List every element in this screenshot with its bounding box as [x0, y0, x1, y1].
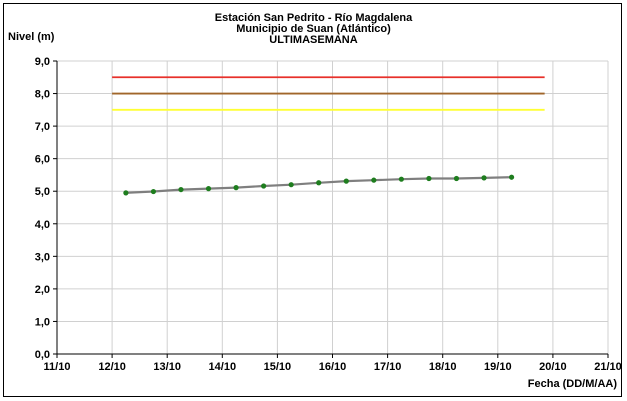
- data-point: [371, 177, 377, 183]
- y-tick-label: 4,0: [35, 219, 50, 231]
- data-point: [233, 185, 239, 191]
- y-tick-label: 1,0: [35, 316, 50, 328]
- chart-title: Estación San Pedrito - Río Magdalena: [214, 12, 413, 24]
- data-point: [453, 175, 460, 182]
- x-tick-label: 16/10: [319, 361, 347, 373]
- x-axis-label: Fecha (DD/M/AA): [527, 378, 617, 390]
- y-tick-label: 2,0: [35, 284, 50, 296]
- data-point: [178, 186, 184, 193]
- y-tick-label: 6,0: [35, 154, 50, 166]
- data-point: [316, 180, 322, 186]
- data-point: [426, 175, 432, 182]
- x-tick-label: 18/10: [429, 361, 457, 373]
- x-tick-label: 17/10: [374, 361, 402, 373]
- x-tick-label: 11/10: [44, 361, 71, 373]
- x-tick-label: 13/10: [153, 361, 181, 373]
- y-tick-label: 9,0: [35, 56, 50, 68]
- chart-subtitle-2: ULTIMASEMANA: [269, 34, 358, 46]
- data-point: [123, 190, 129, 196]
- y-tick-label: 5,0: [35, 186, 50, 198]
- x-tick-label: 19/10: [484, 361, 512, 373]
- y-axis-label: Nivel (m): [8, 31, 55, 43]
- y-tick-label: 8,0: [35, 89, 50, 101]
- chart-subtitle: Municipio de Suan (Atlántico): [236, 23, 391, 35]
- x-tick-label: 21/10: [594, 361, 622, 373]
- y-tick-label: 0,0: [35, 349, 50, 361]
- chart-frame: [3, 3, 622, 397]
- y-tick-label: 3,0: [35, 251, 50, 263]
- data-point: [261, 183, 267, 189]
- x-tick-label: 12/10: [98, 361, 126, 373]
- data-point: [481, 175, 487, 181]
- data-point: [343, 178, 349, 184]
- data-point: [398, 176, 404, 182]
- data-point: [205, 186, 212, 192]
- data-point: [508, 174, 515, 180]
- data-point: [150, 188, 157, 195]
- x-tick-label: 14/10: [209, 361, 237, 373]
- data-point: [288, 182, 294, 188]
- x-tick-label: 15/10: [264, 361, 292, 373]
- y-tick-label: 7,0: [35, 121, 50, 133]
- x-tick-label: 20/10: [539, 361, 567, 373]
